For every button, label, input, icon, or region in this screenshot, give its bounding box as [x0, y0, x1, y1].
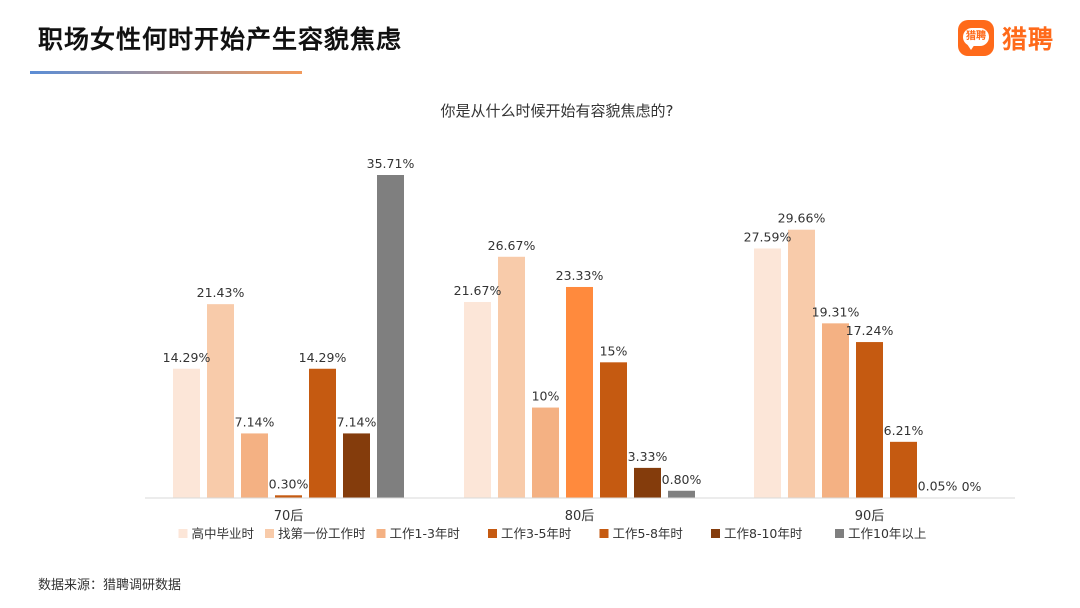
- brand-logo-tail: [967, 44, 975, 50]
- bar-value-label: 6.21%: [884, 423, 924, 438]
- legend-label: 工作10年以上: [848, 526, 926, 541]
- bar-value-label: 0%: [962, 479, 982, 494]
- x-tick-label: 80后: [565, 509, 595, 524]
- bar-value-label: 19.31%: [812, 304, 860, 319]
- bar-value-label: 0.05%: [918, 479, 958, 494]
- bar-1-5: [634, 467, 661, 498]
- legend-swatch: [599, 529, 609, 538]
- bar-1-6: [668, 490, 695, 498]
- bar-2-4: [890, 441, 917, 498]
- bar-value-label: 23.33%: [556, 268, 604, 283]
- legend-swatch: [488, 529, 497, 538]
- brand-name: 猎聘: [1002, 25, 1055, 54]
- legend-swatch: [376, 529, 386, 538]
- x-tick-label: 70后: [274, 509, 304, 524]
- bar-1-0: [464, 301, 491, 498]
- bar-2-0: [754, 248, 781, 498]
- bar-1-2: [532, 407, 559, 498]
- legend-label: 工作8-10年时: [724, 526, 803, 541]
- legend-swatch: [711, 529, 720, 538]
- bar-value-label: 14.29%: [299, 350, 347, 365]
- bar-value-label: 14.29%: [163, 350, 211, 365]
- bar-0-6: [377, 175, 404, 498]
- legend-swatch: [835, 529, 844, 538]
- legend-item: 找第一份工作时: [265, 526, 366, 541]
- bar-1-4: [600, 362, 627, 498]
- brand-logo-group: 猎聘 猎聘: [958, 20, 1054, 56]
- legend-item: 工作1-3年时: [376, 526, 461, 541]
- bar-0-3: [275, 495, 302, 498]
- legend-label: 找第一份工作时: [278, 526, 366, 541]
- legend: 高中毕业时 找第一份工作时 工作1-3年时 工作3-5年时 工作5-8年时 工作8-10年…: [178, 526, 926, 541]
- bar-value-label: 15%: [600, 343, 628, 358]
- bar-value-label: 7.14%: [235, 414, 275, 429]
- chart-title: 你是从什么时候开始有容貌焦虑的?: [441, 102, 674, 120]
- title-underline: [30, 71, 302, 74]
- bar-0-4: [309, 368, 336, 498]
- bar-value-label: 0.30%: [269, 476, 309, 491]
- bar-2-2: [822, 323, 849, 498]
- legend-swatch: [178, 529, 188, 538]
- bar-0-1: [207, 304, 234, 498]
- bar-0-5: [343, 433, 370, 498]
- bar-2-1: [788, 229, 815, 498]
- bar-value-label: 17.24%: [846, 323, 894, 338]
- legend-label: 高中毕业时: [192, 526, 255, 541]
- bar-value-label: 29.66%: [778, 211, 826, 226]
- bar-labels-group: 14.29% 21.43% 7.14% 0.30% 14.29% 7.14% 35.71% 2…: [163, 156, 982, 494]
- bar-value-label: 0.80%: [662, 472, 702, 487]
- bar-value-label: 26.67%: [488, 238, 536, 253]
- bar-value-label: 21.43%: [197, 285, 245, 300]
- bar-1-3: [566, 286, 593, 498]
- page-title: 职场女性何时开始产生容貌焦虑: [38, 25, 403, 54]
- x-tick-label: 90后: [855, 509, 885, 524]
- legend-item: 高中毕业时: [178, 526, 255, 541]
- legend-label: 工作5-8年时: [613, 526, 684, 541]
- legend-item: 工作3-5年时: [488, 526, 572, 541]
- bar-value-label: 7.14%: [337, 414, 377, 429]
- bar-value-label: 27.59%: [744, 229, 792, 244]
- legend-item: 工作5-8年时: [599, 526, 684, 541]
- x-axis-ticks: 70后 80后 90后: [274, 509, 885, 524]
- brand-logo-text: 猎聘: [963, 28, 989, 46]
- legend-item: 工作10年以上: [835, 526, 926, 541]
- bars-group: [173, 175, 951, 498]
- legend-label: 工作3-5年时: [501, 526, 572, 541]
- bar-value-label: 10%: [532, 389, 560, 404]
- data-source-note: 数据来源：猎聘调研数据: [38, 578, 182, 593]
- bar-2-3: [856, 342, 883, 498]
- bar-value-label: 3.33%: [628, 449, 668, 464]
- bar-value-label: 21.67%: [454, 283, 502, 298]
- bar-value-label: 35.71%: [367, 156, 415, 171]
- legend-swatch: [265, 529, 274, 538]
- legend-label: 工作1-3年时: [390, 526, 461, 541]
- bar-0-0: [173, 368, 200, 498]
- bar-1-1: [498, 256, 525, 498]
- bar-0-2: [241, 433, 268, 498]
- legend-item: 工作8-10年时: [711, 526, 803, 541]
- brand-logo-icon: 猎聘: [958, 20, 994, 56]
